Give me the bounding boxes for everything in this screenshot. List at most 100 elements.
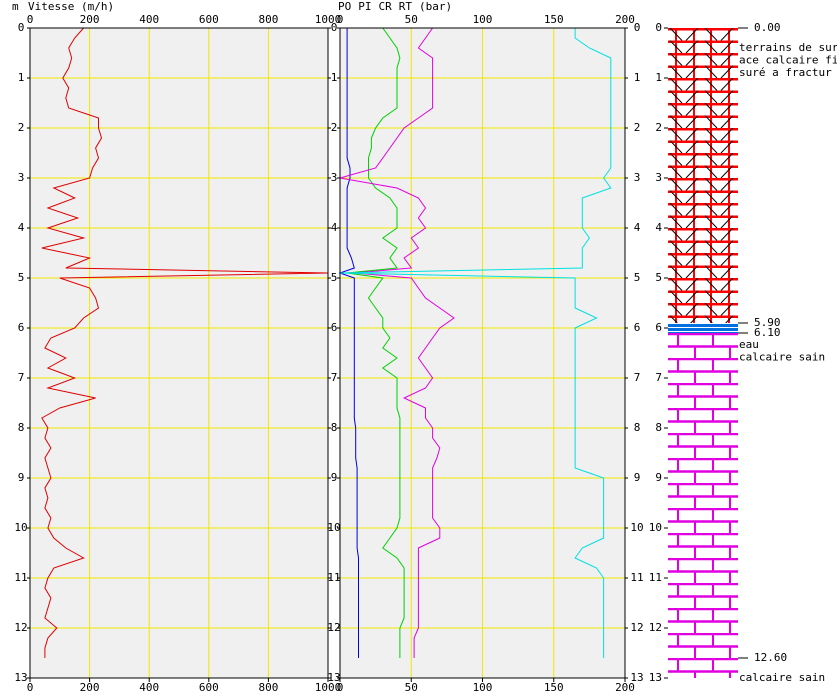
x-tick-label: 50	[405, 681, 418, 694]
depth-tick-label: 12	[14, 621, 27, 634]
depth-tick-label: 4	[18, 221, 25, 234]
x-tick-label: 800	[258, 13, 278, 26]
x-tick-label: 200	[80, 13, 100, 26]
depth-tick-label: 2	[634, 121, 641, 134]
x-tick-label: 0	[27, 13, 34, 26]
x-tick-label: 400	[139, 681, 159, 694]
layer-note: calcaire sain	[739, 671, 825, 684]
depth-tick-label: 10	[14, 521, 27, 534]
x-tick-label: 600	[199, 13, 219, 26]
depth-tick-label: 1	[331, 71, 338, 84]
layer-note: eau	[739, 338, 759, 351]
depth-tick-label: 4	[331, 221, 338, 234]
x-tick-label: 200	[80, 681, 100, 694]
depth-tick-label: 10	[649, 521, 662, 534]
series-line	[41, 27, 329, 658]
layer-note: calcaire sain	[739, 351, 825, 364]
boundary-label: 0.00	[754, 21, 781, 34]
depth-tick-label: 13	[630, 671, 643, 684]
depth-tick-label: 9	[18, 471, 25, 484]
depth-tick-label: 6	[331, 321, 338, 334]
x-tick-label: 100	[473, 13, 493, 26]
depth-tick-label: 13	[649, 671, 662, 684]
depth-tick-label: 0	[18, 21, 25, 34]
x-tick-label: 200	[615, 13, 635, 26]
depth-tick-label: 10	[630, 521, 643, 534]
x-tick-label: 50	[405, 13, 418, 26]
boundary-label: 6.10	[754, 326, 781, 339]
depth-tick-label: 12	[649, 621, 662, 634]
depth-tick-label: 4	[634, 221, 641, 234]
depth-tick-label: 2	[655, 121, 662, 134]
depth-tick-label: 1	[18, 71, 25, 84]
depth-tick-label: 3	[655, 171, 662, 184]
depth-tick-label: 5	[655, 271, 662, 284]
plot-area	[30, 28, 328, 678]
legend-entry: CR	[379, 0, 393, 13]
depth-tick-label: 2	[18, 121, 25, 134]
depth-tick-label: 7	[331, 371, 338, 384]
legend-entry: PI	[358, 0, 371, 13]
lithology-layer	[668, 28, 738, 323]
depth-tick-label: 9	[634, 471, 641, 484]
depth-tick-label: 5	[18, 271, 25, 284]
depth-tick-label: 12	[630, 621, 643, 634]
x-tick-label: 400	[139, 13, 159, 26]
depth-tick-label: 12	[327, 621, 340, 634]
boundary-label: 5.90	[754, 316, 781, 329]
depth-tick-label: 11	[14, 571, 27, 584]
depth-tick-label: 3	[331, 171, 338, 184]
series-line	[339, 27, 455, 658]
x-tick-label: 150	[544, 13, 564, 26]
x-tick-label: 1000	[315, 13, 342, 26]
depth-tick-label: 9	[655, 471, 662, 484]
plot-border	[339, 27, 626, 679]
depth-tick-label: 5	[331, 271, 338, 284]
depth-tick-label: 1	[634, 71, 641, 84]
depth-tick-label: 0	[655, 21, 662, 34]
series-line	[338, 28, 359, 658]
legend-entry: RT	[399, 0, 413, 13]
x-tick-label: 1000	[315, 681, 342, 694]
depth-tick-label: 11	[630, 571, 643, 584]
axis-unit: (bar)	[419, 0, 452, 13]
depth-tick-label: 9	[331, 471, 338, 484]
depth-tick-label: 13	[14, 671, 27, 684]
depth-tick-label: 7	[18, 371, 25, 384]
depth-tick-label: 3	[634, 171, 641, 184]
depth-tick-label: 1	[655, 71, 662, 84]
lithology-layer	[668, 323, 738, 333]
depth-tick-label: 6	[634, 321, 641, 334]
plot-border	[29, 27, 329, 679]
x-tick-label: 0	[337, 681, 344, 694]
layer-note: terrains de surf	[739, 41, 837, 54]
layer-note: ace calcaire fis	[739, 54, 837, 67]
depth-tick-label: 6	[18, 321, 25, 334]
x-tick-label: 0	[27, 681, 34, 694]
depth-axis-label: m	[12, 0, 19, 13]
depth-tick-label: 13	[327, 671, 340, 684]
legend-entry: PO	[338, 0, 351, 13]
series-line	[347, 27, 405, 658]
layer-note: suré a fractur	[739, 66, 832, 79]
depth-tick-label: 6	[655, 321, 662, 334]
depth-tick-label: 8	[634, 421, 641, 434]
depth-tick-label: 8	[18, 421, 25, 434]
boundary-label: 12.60	[754, 651, 787, 664]
lithology-layer	[668, 658, 738, 678]
depth-tick-label: 0	[331, 21, 338, 34]
depth-tick-label: 4	[655, 221, 662, 234]
series-line	[339, 28, 612, 658]
depth-tick-label: 3	[18, 171, 25, 184]
x-tick-label: 800	[258, 681, 278, 694]
depth-tick-label: 11	[649, 571, 662, 584]
depth-tick-label: 8	[331, 421, 338, 434]
x-tick-label: 200	[615, 681, 635, 694]
x-tick-label: 100	[473, 681, 493, 694]
depth-tick-label: 5	[634, 271, 641, 284]
x-tick-label: 600	[199, 681, 219, 694]
depth-tick-label: 8	[655, 421, 662, 434]
depth-tick-label: 10	[327, 521, 340, 534]
x-tick-label: 150	[544, 681, 564, 694]
